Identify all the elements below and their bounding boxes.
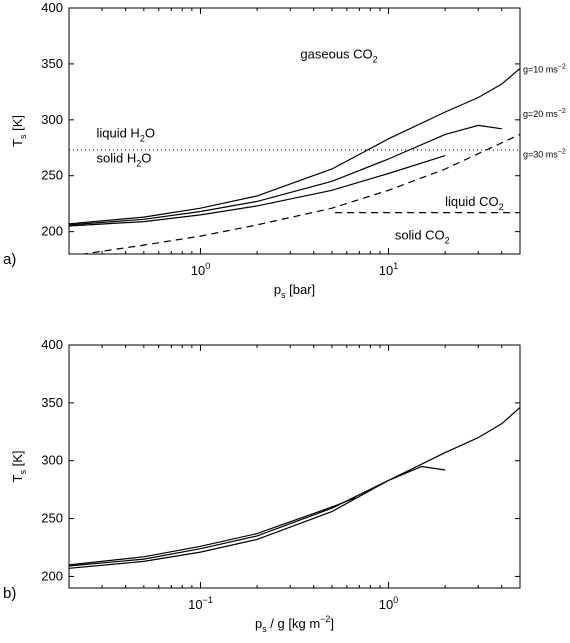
- series-line-a-2: [69, 155, 446, 227]
- panel-label: a): [3, 251, 16, 268]
- region-annotation: solid CO2: [395, 227, 450, 245]
- plot-frame: [68, 344, 521, 589]
- y-tick-label: 200: [41, 568, 63, 583]
- y-tick-label: 200: [41, 224, 63, 239]
- gravity-label: g=20 ms−2: [523, 108, 566, 119]
- y-tick-label: 350: [41, 56, 63, 71]
- x-axis-label: ps / g [kg m−2]: [255, 614, 334, 634]
- gravity-label: g=10 ms−2: [523, 63, 566, 74]
- panel-b: 200 250 300 350 400 10−1 100 ps / g [kg m−2] Ts …: [3, 337, 521, 634]
- x-tick-label: 100: [191, 261, 210, 278]
- x-tick-label: 10−1: [188, 595, 213, 612]
- region-annotation: liquid H2O: [96, 126, 155, 144]
- series-line-a-3: [79, 133, 520, 254]
- y-axis-label: Ts [K]: [10, 451, 28, 483]
- series-line-b-0: [69, 407, 520, 569]
- y-tick-label: 400: [41, 337, 63, 352]
- series-line-b-2: [69, 497, 357, 566]
- y-tick-label: 350: [41, 395, 63, 410]
- y-tick-label: 250: [41, 168, 63, 183]
- panel-a: 200 250 300 350 400 100 101 ps [bar] Ts [K] a) gas…: [3, 0, 566, 300]
- panel-label: b): [3, 585, 16, 602]
- y-tick-label: 300: [41, 112, 63, 127]
- y-tick-label: 250: [41, 511, 63, 526]
- region-annotation: liquid CO2: [445, 194, 503, 212]
- plot-frame: [68, 7, 521, 255]
- series-line-a-1: [69, 124, 502, 226]
- y-axis-label: Ts [K]: [10, 115, 28, 147]
- gravity-label: g=30 ms−2: [523, 148, 566, 159]
- x-tick-label: 100: [379, 595, 398, 612]
- y-tick-label: 300: [41, 453, 63, 468]
- x-tick-label: 101: [379, 261, 398, 278]
- series-line-a-0: [69, 67, 520, 225]
- x-axis-label: ps [bar]: [274, 282, 315, 300]
- series-line-b-1: [69, 465, 446, 567]
- region-annotation: solid H2O: [96, 150, 151, 168]
- region-annotation: gaseous CO2: [300, 46, 377, 64]
- y-tick-label: 400: [41, 0, 63, 15]
